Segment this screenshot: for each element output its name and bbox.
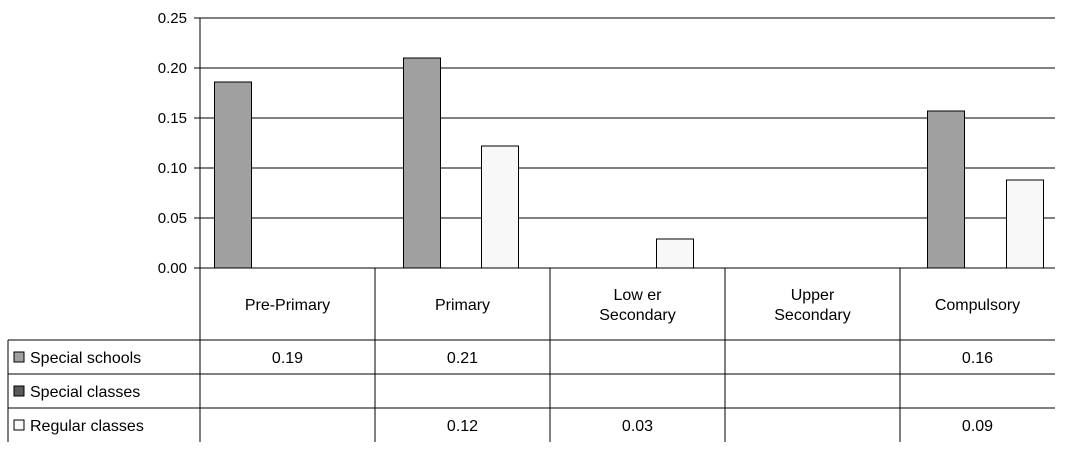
y-tick-label: 0.20 — [158, 60, 187, 77]
bar — [1006, 179, 1044, 269]
bar — [927, 110, 965, 269]
data-label: 0.16 — [962, 350, 993, 367]
legend-swatch — [13, 351, 25, 363]
legend-swatch — [13, 385, 25, 397]
data-label: 0.19 — [272, 350, 303, 367]
bar — [403, 57, 441, 269]
bar — [656, 238, 694, 269]
y-tick-label: 0.15 — [158, 110, 187, 127]
legend-label: Special classes — [30, 384, 140, 401]
data-label: 0.12 — [447, 418, 478, 435]
y-tick-label: 0.05 — [158, 210, 187, 227]
legend-label: Regular classes — [30, 418, 144, 435]
bar — [481, 145, 519, 269]
legend-label: Special schools — [30, 350, 141, 367]
data-label: 0.21 — [447, 350, 478, 367]
legend-swatch — [13, 419, 25, 431]
category-label: Secondary — [599, 307, 676, 324]
category-label: Low er — [613, 287, 662, 304]
category-label: Pre-Primary — [245, 297, 330, 314]
category-label: Primary — [435, 297, 490, 314]
category-label: Upper — [791, 287, 835, 304]
y-tick-label: 0.00 — [158, 260, 187, 277]
data-label: 0.09 — [962, 418, 993, 435]
category-label: Secondary — [774, 307, 851, 324]
axes: 0.00 0.05 0.10 0.15 0.20 0.25 — [158, 10, 201, 277]
data-label: 0.03 — [622, 418, 653, 435]
y-tick-label: 0.25 — [158, 10, 187, 27]
data-table: Pre-Primary Primary Low er Secondary Upper Se… — [7, 18, 1055, 442]
y-tick-label: 0.10 — [158, 160, 187, 177]
category-label: Compulsory — [935, 297, 1020, 314]
gridlines — [200, 17, 1055, 219]
bar — [214, 81, 252, 269]
bars — [214, 57, 1044, 269]
